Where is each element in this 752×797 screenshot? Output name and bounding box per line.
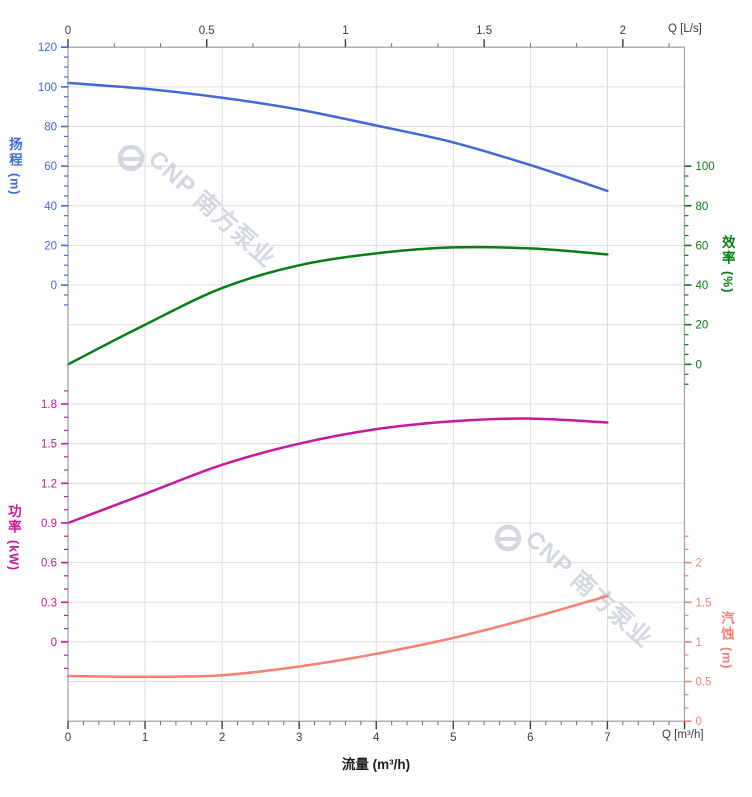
efficiency-curve: [66, 245, 609, 366]
head-tick-label: 80: [44, 121, 57, 133]
efficiency-tick-label: 100: [696, 161, 715, 173]
npsh-tick-label: 1.5: [696, 597, 712, 609]
power-axis-title: 功率 (kW): [5, 504, 21, 572]
efficiency-tick-label: 80: [696, 201, 709, 213]
power-axis-unit: (kW): [6, 540, 21, 572]
x-tick-label: 1: [142, 732, 148, 744]
power-tick-label: 0: [51, 637, 57, 649]
head-tick-label: 100: [38, 82, 57, 94]
x-tick-label: 6: [527, 732, 533, 744]
efficiency-axis-title: 效率 (%): [719, 235, 735, 294]
x-tick-label: 2: [219, 732, 225, 744]
power-tick-label: 1.2: [41, 478, 57, 490]
npsh-axis-title: 汽蚀 (m): [718, 611, 734, 670]
power-tick-label: 1.5: [41, 439, 57, 451]
bottom-axis-unit-label: Q [m³/h]: [662, 729, 704, 741]
npsh-tick-label: 1: [696, 637, 702, 649]
npsh-tick-label: 0.5: [696, 677, 712, 689]
x-top-tick-label: 0.5: [199, 25, 215, 37]
efficiency-tick-label: 40: [696, 280, 709, 292]
watermark-text: CNP 南方泵业: [520, 525, 658, 653]
power-axis-name: 功率: [5, 504, 21, 535]
watermark-text: CNP 南方泵业: [143, 145, 281, 273]
x-tick-label: 7: [604, 732, 610, 744]
cnp-watermark: CNP 南方泵业: [117, 145, 281, 273]
efficiency-tick-label: 60: [696, 240, 709, 252]
head-axis-title: 扬程 (m): [6, 137, 22, 196]
x-tick-label: 0: [65, 732, 71, 744]
x-tick-label: 5: [450, 732, 456, 744]
head-tick-label: 0: [51, 280, 57, 292]
efficiency-axis-name: 效率: [719, 235, 735, 266]
power-tick-label: 1.8: [41, 399, 57, 411]
x-tick-label: 3: [296, 732, 302, 744]
efficiency-tick-label: 20: [696, 320, 709, 332]
head-curve: [66, 81, 609, 193]
power-curve: [66, 417, 609, 525]
x-top-tick-label: 0: [65, 25, 71, 37]
npsh-tick-label: 2: [696, 558, 702, 570]
power-tick-label: 0.6: [41, 558, 57, 570]
efficiency-axis-unit: (%): [720, 271, 735, 294]
efficiency-tick-label: 0: [696, 359, 702, 371]
power-tick-label: 0.3: [41, 597, 57, 609]
npsh-axis-unit: (m): [719, 647, 734, 670]
x-tick-label: 4: [373, 732, 380, 744]
x-top-tick-label: 2: [620, 25, 626, 37]
npsh-axis-name: 汽蚀: [718, 611, 734, 642]
watermark-layer: CNP 南方泵业 CNP 南方泵业: [117, 145, 658, 653]
cnp-watermark: CNP 南方泵业: [494, 525, 658, 653]
npsh-curve: [66, 594, 609, 679]
x-top-tick-label: 1: [342, 25, 348, 37]
x-top-tick-label: 1.5: [476, 25, 492, 37]
top-axis-unit-label: Q [L/s]: [668, 23, 702, 35]
flow-axis-title: 流量 (m³/h): [341, 757, 411, 772]
power-tick-label: 0.9: [41, 518, 57, 530]
head-tick-label: 40: [44, 201, 57, 213]
head-axis-name: 扬程: [6, 137, 22, 168]
head-axis-unit: (m): [7, 173, 22, 196]
head-tick-label: 60: [44, 161, 57, 173]
npsh-tick-label: 0: [696, 716, 702, 728]
grid: [68, 47, 685, 722]
head-tick-label: 120: [38, 42, 57, 54]
head-tick-label: 20: [44, 240, 57, 252]
